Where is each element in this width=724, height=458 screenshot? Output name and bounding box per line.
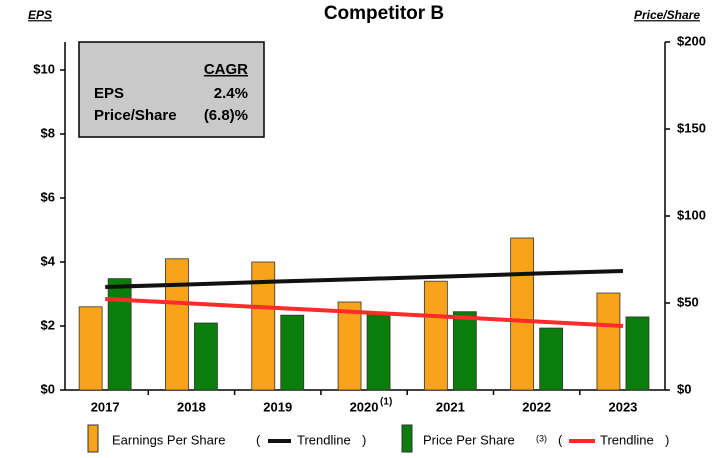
x-tick-label: 2023 [608,399,637,414]
cagr-label: EPS [94,85,124,102]
bar [194,322,218,391]
x-tick-footnote: (1) [380,397,392,408]
bar [510,237,535,391]
trendline [105,268,624,289]
y2-tick-label: $0 [677,381,691,396]
legend-bracket: ( [558,432,563,447]
bar [337,301,362,391]
bar [165,258,189,391]
y2-tick-label: $150 [677,120,706,135]
cagr-label: Price/Share [94,107,177,124]
bar [539,327,564,391]
legend-label: Trendline [600,432,654,447]
y-tick-label: $10 [33,61,55,76]
y2-tick-label: $200 [677,33,706,48]
trendline [105,297,624,328]
x-tick-label: 2020 [350,399,379,414]
y-tick-label: $4 [41,253,56,268]
x-tick-label: 2019 [263,399,292,414]
x-tick-label: 2022 [522,399,551,414]
bar [251,261,276,391]
bar [625,316,650,391]
x-tick-label: 2018 [177,399,206,414]
legend-label: Earnings Per Share [112,432,225,447]
cagr-value: 2.4% [214,85,248,102]
legend-swatch [401,424,413,453]
bar [107,278,132,391]
bar [78,306,103,391]
legend-swatch [87,424,99,453]
y2-tick-label: $50 [677,294,699,309]
bar [280,314,305,391]
y2-axis-label: Price/Share [634,8,700,22]
y-tick-label: $0 [41,381,55,396]
x-tick-label: 2017 [91,399,120,414]
legend-label: Trendline [297,432,351,447]
bar [366,313,391,391]
cagr-box [78,41,265,138]
legend-note: (3) [536,433,547,443]
bar [596,292,621,391]
bar [423,280,448,391]
y-tick-label: $2 [41,317,55,332]
cagr-value: (6.8)% [204,107,248,124]
y2-tick-label: $100 [677,207,706,222]
cagr-title: CAGR [204,61,248,78]
legend-bracket: ) [665,432,669,447]
chart-title: Competitor B [324,3,444,24]
bar [452,311,477,391]
legend-bracket: ( [256,432,261,447]
x-tick-label: 2021 [436,399,465,414]
legend-bracket: ) [362,432,366,447]
y-axis-label: EPS [28,8,52,22]
legend-label: Price Per Share [423,432,515,447]
y-tick-label: $8 [41,125,55,140]
y-tick-label: $6 [41,189,55,204]
